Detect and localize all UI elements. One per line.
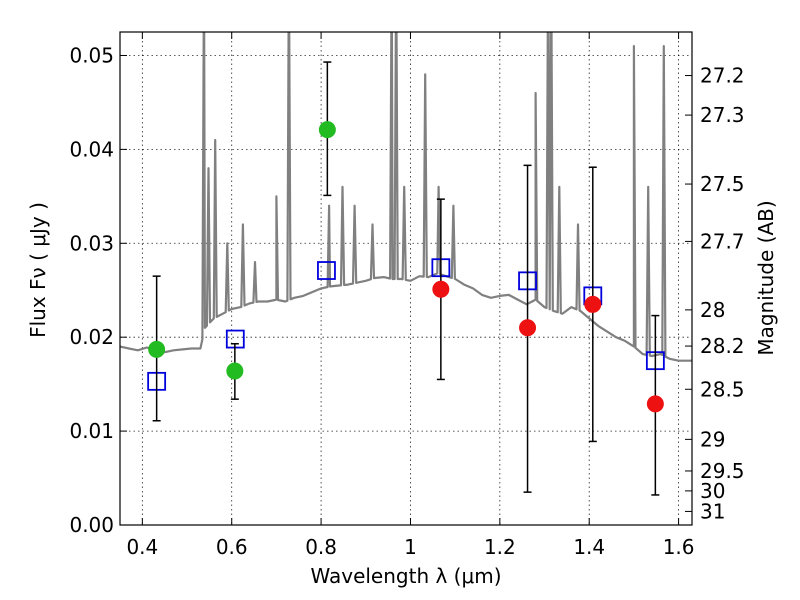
y2-tick-label: 29 [700,427,725,451]
y-tick-label: 0.04 [69,137,114,161]
y2-tick-label: 29.5 [700,459,745,483]
x-tick-label: 1 [404,535,417,559]
marginal-detection-point [432,280,450,298]
marginal-detection-point [646,395,664,413]
marginal-detection-point [519,319,537,337]
y-axis-label: Flux Fν ( μJy ) [26,202,50,338]
y-tick-label: 0.05 [69,43,114,67]
y2-tick-label: 30 [700,479,725,503]
y2-tick-label: 28 [700,298,725,322]
y2-tick-label: 31 [700,499,725,523]
plot-frame [119,31,693,526]
detection-point [318,121,336,139]
y2-tick-label: 27.2 [700,64,745,88]
y2-tick-label: 27.5 [700,172,745,196]
x-tick-label: 0.8 [305,535,337,559]
y-tick-label: 0.00 [69,513,114,537]
y2-tick-label: 27.3 [700,103,745,127]
y2-tick-label: 28.5 [700,377,745,401]
model-spectrum-line [120,32,692,362]
y-tick-label: 0.03 [69,231,114,255]
axis-ticks: 0.4 0.6 0.8 1 1.2 1.4 1.6 0.00 0.01 0.02 0.03 0.04 0… [69,32,745,559]
detection-point [226,362,244,380]
y2-tick-label: 27.7 [700,229,745,253]
y-tick-label: 0.02 [69,325,114,349]
y2-axis-label: Magnitude (AB) [754,200,778,355]
model-photometry-square [317,261,336,280]
x-tick-label: 1.2 [484,535,516,559]
y-tick-label: 0.01 [69,419,114,443]
x-tick-label: 0.4 [126,535,158,559]
y2-tick-label: 28.2 [700,334,745,358]
plot-area [120,32,692,496]
x-tick-label: 1.6 [663,535,695,559]
x-tick-label: 0.6 [216,535,248,559]
detection-point [148,340,166,358]
x-tick-label: 1.4 [573,535,605,559]
x-axis-label: Wavelength λ (μm) [310,564,501,588]
marginal-detection-point [584,295,602,313]
